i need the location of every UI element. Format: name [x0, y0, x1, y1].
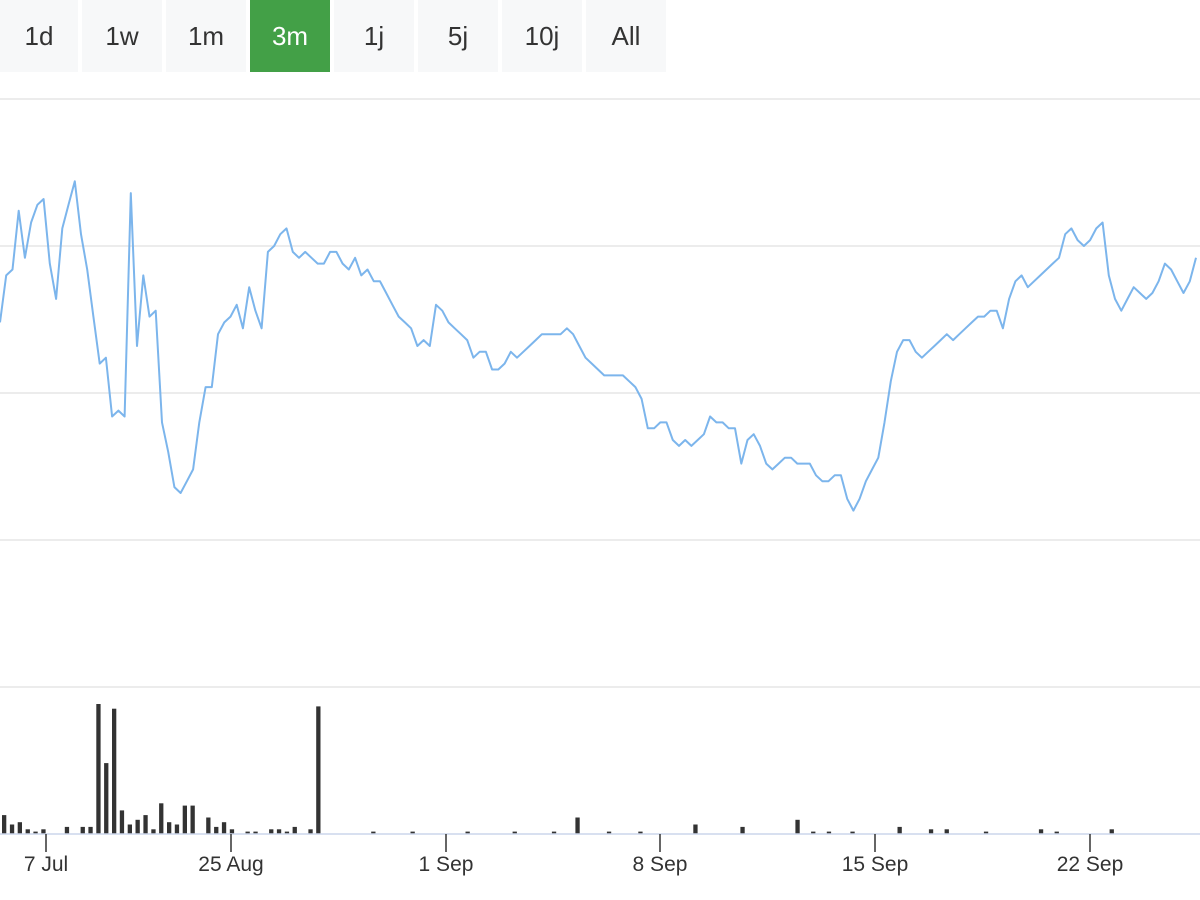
- volume-bar: [88, 826, 93, 834]
- range-button-1d[interactable]: 1d: [0, 0, 78, 72]
- range-button-10j[interactable]: 10j: [502, 0, 582, 72]
- volume-bar: [2, 815, 7, 834]
- range-button-5j[interactable]: 5j: [418, 0, 498, 72]
- range-button-3m[interactable]: 3m: [250, 0, 330, 72]
- gridlines: [0, 98, 1200, 688]
- volume-bar: [112, 708, 117, 834]
- x-tick-label: 1 Sep: [419, 853, 474, 876]
- range-button-1w[interactable]: 1w: [82, 0, 162, 72]
- volume-bar: [276, 829, 282, 834]
- volume-bar: [465, 831, 470, 834]
- x-tick-label: 22 Sep: [1057, 853, 1124, 876]
- volume-bar: [983, 831, 989, 834]
- volume-bar: [190, 805, 195, 834]
- volume-bar: [693, 824, 698, 834]
- volume-bar: [1054, 831, 1059, 834]
- volume-bar: [182, 805, 187, 834]
- volume-bar: [33, 831, 38, 834]
- volume-plot: [2, 704, 1114, 834]
- volume-bar: [96, 704, 101, 834]
- volume-bar: [245, 831, 250, 834]
- volume-bar: [159, 803, 164, 834]
- range-button-1j[interactable]: 1j: [334, 0, 414, 72]
- range-selector: 1d 1w 1m 3m 1j 5j 10j All: [0, 0, 666, 72]
- volume-bar: [104, 763, 109, 834]
- volume-bar: [928, 829, 934, 834]
- x-axis: 7 Jul 25 Aug 1 Sep 8 Sep 15 Sep 22 Sep: [0, 833, 1200, 876]
- volume-bar: [638, 831, 643, 834]
- volume-bar: [253, 831, 258, 834]
- range-button-1m[interactable]: 1m: [166, 0, 246, 72]
- volume-bar: [9, 824, 15, 834]
- volume-bar: [410, 831, 415, 834]
- volume-bar: [575, 817, 580, 834]
- volume-bar: [850, 831, 855, 834]
- volume-bar: [551, 831, 557, 834]
- x-tick-label: 8 Sep: [633, 853, 688, 876]
- volume-bar: [174, 824, 180, 834]
- volume-bar: [1109, 829, 1114, 834]
- volume-bar: [41, 829, 46, 834]
- volume-bar: [206, 817, 211, 834]
- volume-bar: [316, 706, 321, 834]
- volume-bar: [64, 826, 70, 834]
- volume-bar: [1038, 829, 1044, 834]
- volume-bar: [606, 831, 612, 834]
- x-tick-label: 25 Aug: [198, 853, 263, 876]
- price-plot: [0, 180, 1197, 512]
- volume-bar: [17, 822, 22, 834]
- volume-bar: [512, 831, 517, 834]
- volume-bar: [167, 822, 172, 834]
- volume-bar: [119, 810, 125, 834]
- range-button-all[interactable]: All: [586, 0, 666, 72]
- volume-bar: [292, 826, 297, 834]
- volume-bar: [214, 826, 219, 834]
- volume-bar: [897, 826, 902, 834]
- volume-bar: [826, 831, 832, 834]
- volume-bar: [229, 829, 235, 834]
- price-series-line: [0, 180, 1197, 512]
- volume-bar: [135, 819, 140, 834]
- volume-bar: [269, 829, 274, 834]
- volume-bar: [740, 826, 745, 834]
- volume-bar: [221, 822, 227, 834]
- x-tick-label: 15 Sep: [842, 853, 909, 876]
- volume-bar: [308, 829, 313, 834]
- volume-bar: [127, 824, 132, 834]
- volume-bar: [143, 815, 148, 834]
- volume-bar: [25, 829, 30, 834]
- volume-bar: [944, 829, 949, 834]
- volume-bar: [371, 831, 376, 834]
- x-tick-label: 7 Jul: [24, 853, 68, 876]
- volume-bar: [80, 826, 85, 834]
- volume-bar: [811, 831, 816, 834]
- volume-bar: [151, 829, 156, 834]
- volume-bar: [795, 819, 800, 834]
- volume-bar: [284, 831, 290, 834]
